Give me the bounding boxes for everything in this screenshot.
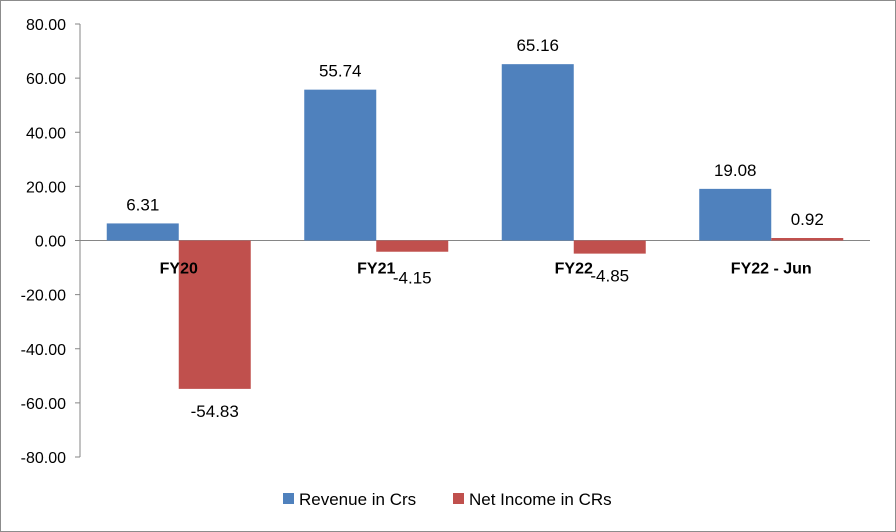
- revenue-data-label: 55.74: [319, 62, 362, 81]
- legend-swatch-net-income: [453, 493, 464, 504]
- net-income-data-label: 0.92: [791, 210, 824, 229]
- revenue-bar: [106, 223, 179, 241]
- y-tick-label: -60.00: [21, 396, 66, 413]
- category-label: FY20: [160, 261, 198, 278]
- revenue-bar: [501, 64, 574, 241]
- y-tick-label: 0.00: [35, 234, 66, 251]
- revenue-data-label: 65.16: [516, 36, 559, 55]
- net-income-data-label: -4.15: [393, 269, 432, 288]
- legend-label-revenue: Revenue in Crs: [299, 490, 416, 509]
- revenue-bar: [304, 89, 377, 241]
- category-label: FY22 - Jun: [731, 261, 812, 278]
- y-tick-label: 40.00: [26, 125, 66, 142]
- net-income-data-label: -54.83: [191, 402, 239, 421]
- legend-label-net-income: Net Income in CRs: [469, 490, 612, 509]
- net-income-bar: [178, 240, 251, 389]
- net-income-bar: [573, 240, 646, 254]
- revenue-bar: [699, 188, 772, 241]
- y-tick-label: -40.00: [21, 342, 66, 359]
- y-tick-label: -20.00: [21, 288, 66, 305]
- y-tick-label: -80.00: [21, 450, 66, 467]
- revenue-data-label: 19.08: [714, 161, 757, 180]
- y-tick-label: 60.00: [26, 71, 66, 88]
- y-tick-label: 80.00: [26, 17, 66, 34]
- bars-group: [106, 64, 844, 389]
- category-labels: FY20 FY21 FY22 FY22 - Jun: [160, 261, 812, 278]
- category-label: FY22: [555, 261, 593, 278]
- data-labels: 6.31 -54.83 55.74 -4.15 65.16 -4.85 19.08 0.92: [126, 36, 824, 421]
- legend: Revenue in Crs Net Income in CRs: [283, 490, 612, 509]
- y-tick-label: 20.00: [26, 179, 66, 196]
- legend-swatch-revenue: [283, 493, 294, 504]
- net-income-bar: [376, 240, 449, 252]
- net-income-data-label: -4.85: [590, 267, 629, 286]
- category-label: FY21: [357, 261, 395, 278]
- net-income-bar: [771, 238, 844, 241]
- revenue-data-label: 6.31: [126, 195, 159, 214]
- y-axis-ticks: 80.00 60.00 40.00 20.00 0.00 -20.00 -40.00 -60.…: [21, 17, 80, 467]
